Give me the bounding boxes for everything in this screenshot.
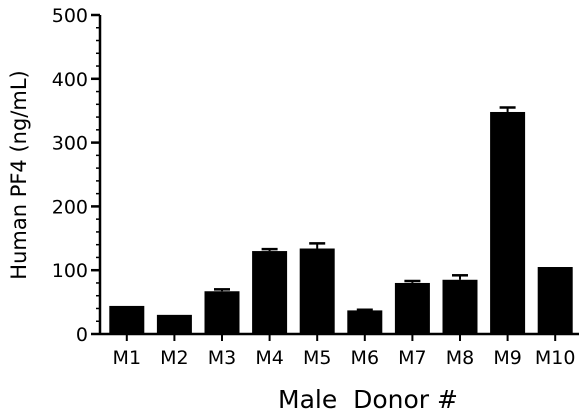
x-axis: M1 M2 M3 M4 M5 M6 M7 M8 M9 M10 (100, 332, 579, 369)
x-tick-label: M1 (113, 347, 141, 369)
y-axis: 0 100 200 300 400 500 (52, 5, 102, 346)
x-tick-label: M10 (535, 347, 576, 369)
bar (252, 251, 288, 334)
y-axis-label: Human PF4 (ng/mL) (7, 70, 31, 279)
bar (537, 267, 573, 334)
bar (347, 310, 383, 334)
y-tick-label: 100 (52, 260, 88, 282)
bar (109, 305, 145, 334)
x-tick-label: M2 (160, 347, 188, 369)
bar (156, 314, 192, 334)
x-tick-label: M3 (208, 347, 236, 369)
y-tick-label: 500 (52, 5, 88, 27)
x-tick-label: M7 (398, 347, 426, 369)
y-tick-label: 400 (52, 69, 88, 91)
bars (109, 111, 573, 334)
bar (394, 282, 430, 334)
x-tick-label: M5 (303, 347, 331, 369)
bar (442, 279, 478, 334)
x-tick-label: M6 (351, 347, 379, 369)
x-tick-label: M9 (493, 347, 521, 369)
x-tick-label: M8 (446, 347, 474, 369)
error-bars (214, 106, 516, 312)
bar (204, 291, 240, 334)
bar (299, 248, 335, 334)
x-axis-label: Male Donor # (278, 385, 458, 414)
y-tick-label: 0 (76, 324, 88, 346)
y-tick-label: 200 (52, 196, 88, 218)
y-tick-label: 300 (52, 133, 88, 155)
bar (490, 111, 526, 334)
x-tick-label: M4 (255, 347, 283, 369)
